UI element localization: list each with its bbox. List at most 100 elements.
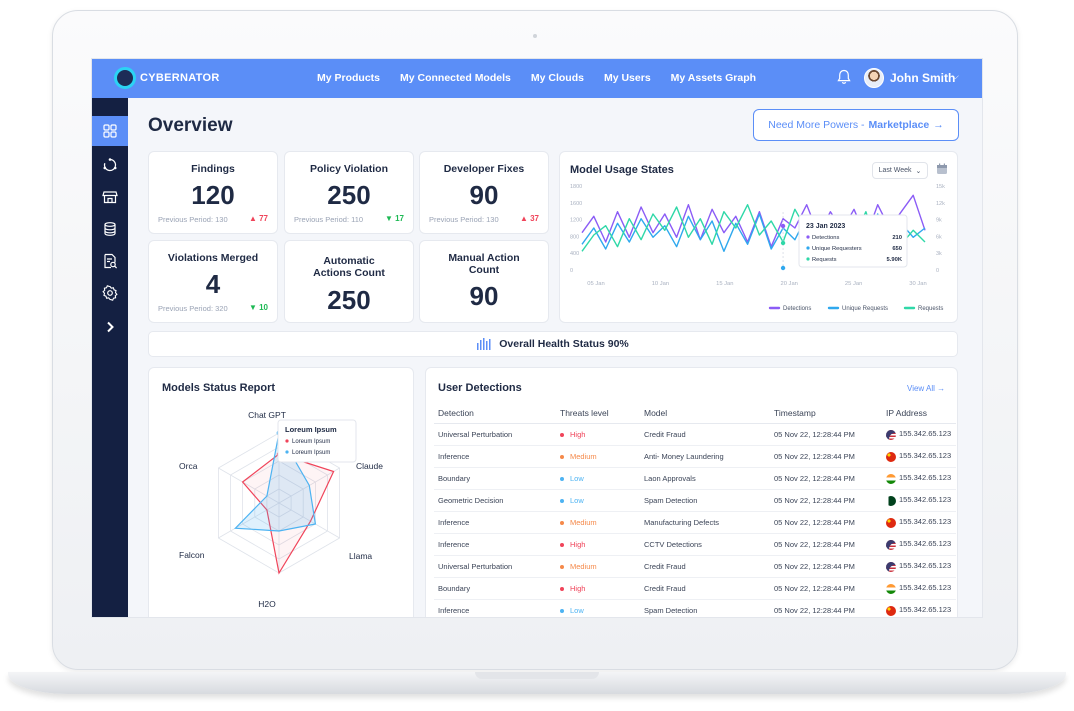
stat-value: 250 xyxy=(327,285,371,315)
x-tick-label: 25 Jan xyxy=(845,281,862,287)
column-header-model[interactable]: Model xyxy=(640,404,770,424)
tooltip-row-label: Requests xyxy=(812,257,837,263)
table-row[interactable]: Boundary High Credit Fraud 05 Nov 22, 12:28… xyxy=(434,577,956,600)
y-right-tick-label: 3k xyxy=(936,251,942,257)
column-header-threat-level[interactable]: Threats level xyxy=(556,404,640,424)
period-select[interactable]: Last Week ⌄ xyxy=(872,162,928,179)
health-status-text: Overall Health Status 90% xyxy=(499,338,629,350)
stat-value: 90 xyxy=(469,281,499,311)
nav-my-users[interactable]: My Users xyxy=(603,72,651,84)
sidebar-item-settings[interactable] xyxy=(92,278,128,308)
threat-level-text: Low xyxy=(570,606,584,615)
tooltip-row-value: 210 xyxy=(892,235,902,241)
nav-my-assets-graph[interactable]: My Assets Graph xyxy=(670,72,757,84)
y-right-tick-label: 9k xyxy=(936,218,942,224)
column-header-timestamp[interactable]: Timestamp xyxy=(770,404,882,424)
stat-delta-value: 17 xyxy=(395,214,404,223)
ip-address-cell: 155.342.65.123 xyxy=(882,445,956,468)
refresh-cycle-icon xyxy=(103,158,117,172)
health-status-bar: Overall Health Status 90% xyxy=(148,331,958,357)
top-navigation-bar: CYBERNATOR My Products My Connected Mode… xyxy=(92,59,982,98)
calendar-icon[interactable] xyxy=(936,163,948,175)
laptop-base xyxy=(8,672,1066,694)
threat-level-text: Medium xyxy=(570,562,597,571)
threat-level-cell: Medium xyxy=(556,445,640,468)
stat-delta: ▲ 37 xyxy=(520,214,539,223)
model-cell: Credit Fraud xyxy=(640,577,770,600)
x-tick-label: 20 Jan xyxy=(780,281,797,287)
threat-level-text: High xyxy=(570,430,586,439)
user-name[interactable]: John Smith xyxy=(890,71,956,85)
radar-axis-label: Claude xyxy=(356,461,383,471)
stat-delta-value: 37 xyxy=(530,214,539,223)
table-row[interactable]: Universal Perturbation High Credit Fraud 05… xyxy=(434,423,956,446)
user-detections-title: User Detections xyxy=(438,382,522,394)
status-dot-icon xyxy=(560,565,564,570)
stat-previous-period: Previous Period: 110 xyxy=(294,215,364,224)
page-title: Overview xyxy=(148,115,233,136)
radar-axis-label: Orca xyxy=(179,461,198,471)
stat-card-automatic-actions: Automatic Actions Count 250 xyxy=(284,240,414,323)
avatar[interactable] xyxy=(864,68,884,88)
chevron-down-icon[interactable]: ⌵ xyxy=(952,71,959,81)
nav-my-clouds[interactable]: My Clouds xyxy=(530,72,584,84)
table-row[interactable]: Boundary Low Laon Approvals 05 Nov 22, 12:2… xyxy=(434,467,956,490)
model-usage-chart: 1800 1600 1200 800 400 0 15k 12k 9k 6k 3k 0 05 Jan 10… xyxy=(570,184,945,312)
radar-axis-label: Llama xyxy=(349,551,372,561)
sidebar-expand-toggle[interactable] xyxy=(92,312,128,342)
table-row[interactable]: Inference Medium Anti- Money Laundering 05 … xyxy=(434,445,956,468)
view-all-link[interactable]: View All → xyxy=(907,384,946,393)
stat-delta-value: 77 xyxy=(259,214,268,223)
ip-address-cell: 155.342.65.123 xyxy=(882,599,956,617)
sidebar-item-store[interactable] xyxy=(92,182,128,212)
legend-label: Requests xyxy=(918,306,943,312)
timestamp-cell: 05 Nov 22, 12:28:44 PM xyxy=(770,489,882,512)
column-header-ip-address[interactable]: IP Address xyxy=(882,404,956,424)
column-header-detection[interactable]: Detection xyxy=(434,404,556,424)
legend-label: Unique Requests xyxy=(842,306,888,312)
radar-axis xyxy=(278,502,340,539)
flag-cn-icon xyxy=(886,451,896,462)
table-row[interactable]: Inference Low Spam Detection 05 Nov 22, 12:… xyxy=(434,599,956,617)
stat-value: 4 xyxy=(205,269,221,299)
app-screen: CYBERNATOR My Products My Connected Mode… xyxy=(91,58,983,618)
status-dot-icon xyxy=(560,587,564,592)
y-right-tick-label: 6k xyxy=(936,234,942,240)
radar-tooltip-row: Loreum Ipsum xyxy=(292,450,330,456)
stat-previous-period: Previous Period: 320 xyxy=(158,304,228,313)
settings-icon xyxy=(102,285,118,301)
main-nav: My Products My Connected Models My Cloud… xyxy=(317,72,756,84)
ip-address-text: 155.342.65.123 xyxy=(899,539,952,549)
tooltip-legend-dot xyxy=(806,257,810,261)
model-usage-card: Model Usage States Last Week ⌄ 1800 1600 12… xyxy=(559,151,958,323)
radar-axis-label: H2O xyxy=(258,599,276,609)
bell-icon[interactable] xyxy=(837,69,851,85)
sidebar-item-reports[interactable] xyxy=(92,246,128,276)
model-cell: Laon Approvals xyxy=(640,467,770,490)
marketplace-button[interactable]: Need More Powers - Marketplace → xyxy=(753,109,959,141)
x-tick-label: 30 Jan xyxy=(909,281,926,287)
radar-axis-label: Falcon xyxy=(179,550,205,560)
sidebar-item-dashboard[interactable] xyxy=(92,116,128,146)
tooltip-legend-dot xyxy=(806,235,810,239)
nav-my-connected-models[interactable]: My Connected Models xyxy=(400,72,511,84)
threat-level-text: Medium xyxy=(570,452,597,461)
sidebar-item-cycle[interactable] xyxy=(92,150,128,180)
stat-value: 90 xyxy=(469,180,499,210)
table-row[interactable]: Universal Perturbation Medium Credit Fraud… xyxy=(434,555,956,578)
detection-cell: Boundary xyxy=(434,467,556,490)
stat-delta: ▼ 17 xyxy=(385,214,404,223)
table-header-row: Detection Threats level Model Timestamp … xyxy=(434,404,956,424)
models-status-title: Models Status Report xyxy=(162,382,276,394)
table-row[interactable]: Geometric Decision Low Spam Detection 05 No… xyxy=(434,489,956,512)
chevron-right-icon xyxy=(107,321,114,333)
table-row[interactable]: Inference Medium Manufacturing Defects 05 N… xyxy=(434,511,956,534)
timestamp-cell: 05 Nov 22, 12:28:44 PM xyxy=(770,467,882,490)
models-status-card: Models Status Report Chat GPT Claude Llama… xyxy=(148,367,414,617)
hover-point-detections xyxy=(780,223,786,229)
ip-address-text: 155.342.65.123 xyxy=(899,473,952,483)
nav-my-products[interactable]: My Products xyxy=(317,72,381,84)
table-row[interactable]: Inference High CCTV Detections 05 Nov 22, 1… xyxy=(434,533,956,556)
sidebar-item-database[interactable] xyxy=(92,214,128,244)
stat-previous-period: Previous Period: 130 xyxy=(158,215,228,224)
